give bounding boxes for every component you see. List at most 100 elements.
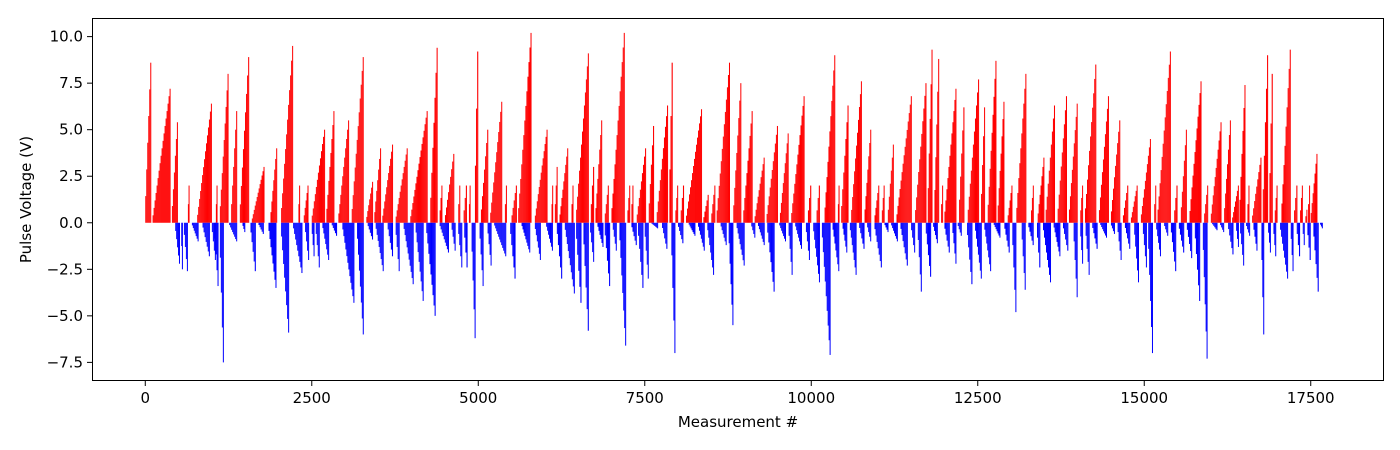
bar: [466, 222, 468, 268]
bar: [282, 222, 284, 251]
bar: [664, 126, 667, 223]
bar: [524, 120, 526, 223]
bar: [1059, 222, 1061, 257]
bar: [867, 222, 869, 228]
bar: [1179, 222, 1182, 235]
x-tick-label: 7500: [626, 389, 664, 407]
bar: [472, 222, 474, 281]
bar: [1243, 222, 1245, 266]
pulse-ramp-negative-25: [395, 222, 400, 272]
bar: [342, 222, 344, 230]
bar: [689, 194, 691, 223]
bar: [1207, 185, 1209, 223]
bar: [418, 222, 420, 262]
bar: [795, 222, 797, 227]
bar: [622, 222, 624, 293]
y-tick-label: 5.0: [59, 121, 83, 139]
pulse-ramp-negative-121: [1236, 222, 1239, 247]
bar: [783, 222, 785, 237]
bar: [1106, 108, 1108, 223]
bar: [591, 222, 593, 243]
bar: [219, 222, 221, 258]
bar: [752, 222, 754, 231]
bar: [201, 183, 203, 223]
bar: [780, 202, 782, 223]
bar: [175, 139, 177, 223]
pulse-ramp-negative-99: [1063, 222, 1069, 251]
bar: [760, 177, 762, 223]
bar: [978, 222, 980, 263]
bar: [889, 183, 891, 223]
bar: [577, 196, 579, 223]
bar: [221, 173, 223, 223]
bar: [224, 123, 226, 223]
pulse-ramp-negative-28: [426, 222, 436, 316]
bar: [538, 222, 540, 254]
bar: [676, 197, 678, 223]
bar: [548, 222, 550, 235]
bar: [796, 164, 798, 223]
bar: [675, 210, 677, 223]
pulse-ramp-negative-130: [1296, 222, 1301, 257]
bar: [849, 222, 851, 231]
pulse-ramp-negative-85: [944, 222, 950, 253]
bar: [1135, 222, 1137, 247]
bar: [917, 222, 919, 240]
bar: [1074, 130, 1076, 223]
bar: [1024, 222, 1026, 290]
bar: [722, 222, 724, 234]
bar: [235, 129, 237, 223]
bar: [774, 143, 776, 223]
bar: [547, 222, 549, 231]
bar: [1095, 64, 1097, 223]
bar: [295, 222, 297, 240]
bar: [968, 222, 970, 248]
bar: [884, 222, 886, 226]
pulse-ramp-negative-18: [322, 222, 330, 260]
bar: [146, 169, 148, 223]
pulse-ramp-positive-8: [239, 57, 250, 223]
bar: [1242, 222, 1244, 255]
bar: [887, 209, 889, 223]
bar: [880, 222, 882, 268]
bar: [269, 222, 271, 240]
bar: [204, 159, 206, 223]
bar: [202, 175, 204, 223]
pulse-ramp-negative-11: [258, 222, 264, 234]
bar: [1232, 217, 1234, 223]
pulse-ramp-positive-23: [430, 47, 438, 223]
bar: [743, 210, 745, 223]
pulse-ramp-positive-104: [1210, 122, 1222, 223]
bar: [520, 178, 522, 223]
pulse-ramp-negative-57: [688, 222, 696, 236]
bar: [161, 148, 163, 223]
bar: [560, 206, 562, 223]
x-tick-label: 12500: [954, 389, 1002, 407]
bar: [463, 210, 465, 223]
bar: [358, 112, 360, 223]
bar: [652, 222, 654, 225]
bar: [590, 204, 592, 223]
bar: [1213, 222, 1215, 226]
bar: [572, 185, 574, 223]
bar: [369, 222, 371, 233]
bar: [471, 222, 473, 252]
bar: [656, 212, 658, 223]
bar: [662, 222, 664, 228]
bar: [319, 158, 321, 223]
bar: [368, 205, 370, 223]
bar: [1187, 222, 1190, 237]
bar: [370, 222, 372, 237]
bar: [222, 156, 224, 223]
bar: [329, 166, 331, 223]
bar: [1076, 222, 1078, 298]
bar: [205, 222, 207, 242]
bar: [609, 222, 611, 287]
bar: [762, 222, 764, 242]
bar: [1057, 222, 1059, 247]
bar: [307, 185, 309, 223]
bar: [992, 114, 994, 223]
bar: [1287, 222, 1289, 279]
bar: [883, 185, 885, 223]
bar: [474, 222, 476, 339]
